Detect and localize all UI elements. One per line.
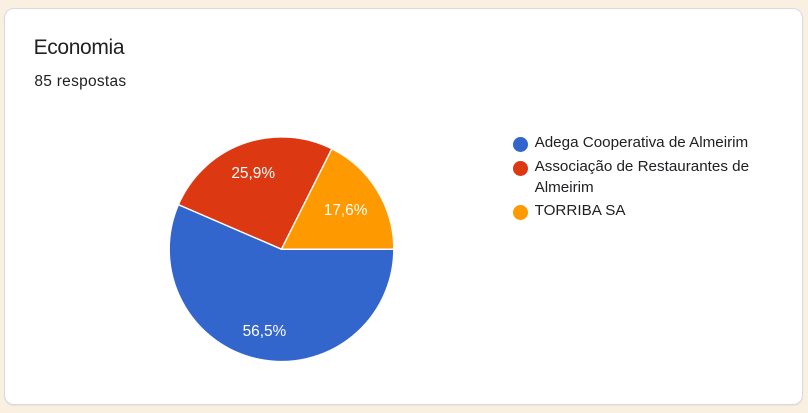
svg-text:56,5%: 56,5%: [243, 323, 287, 340]
svg-text:17,6%: 17,6%: [324, 202, 368, 219]
svg-text:25,9%: 25,9%: [231, 165, 275, 182]
